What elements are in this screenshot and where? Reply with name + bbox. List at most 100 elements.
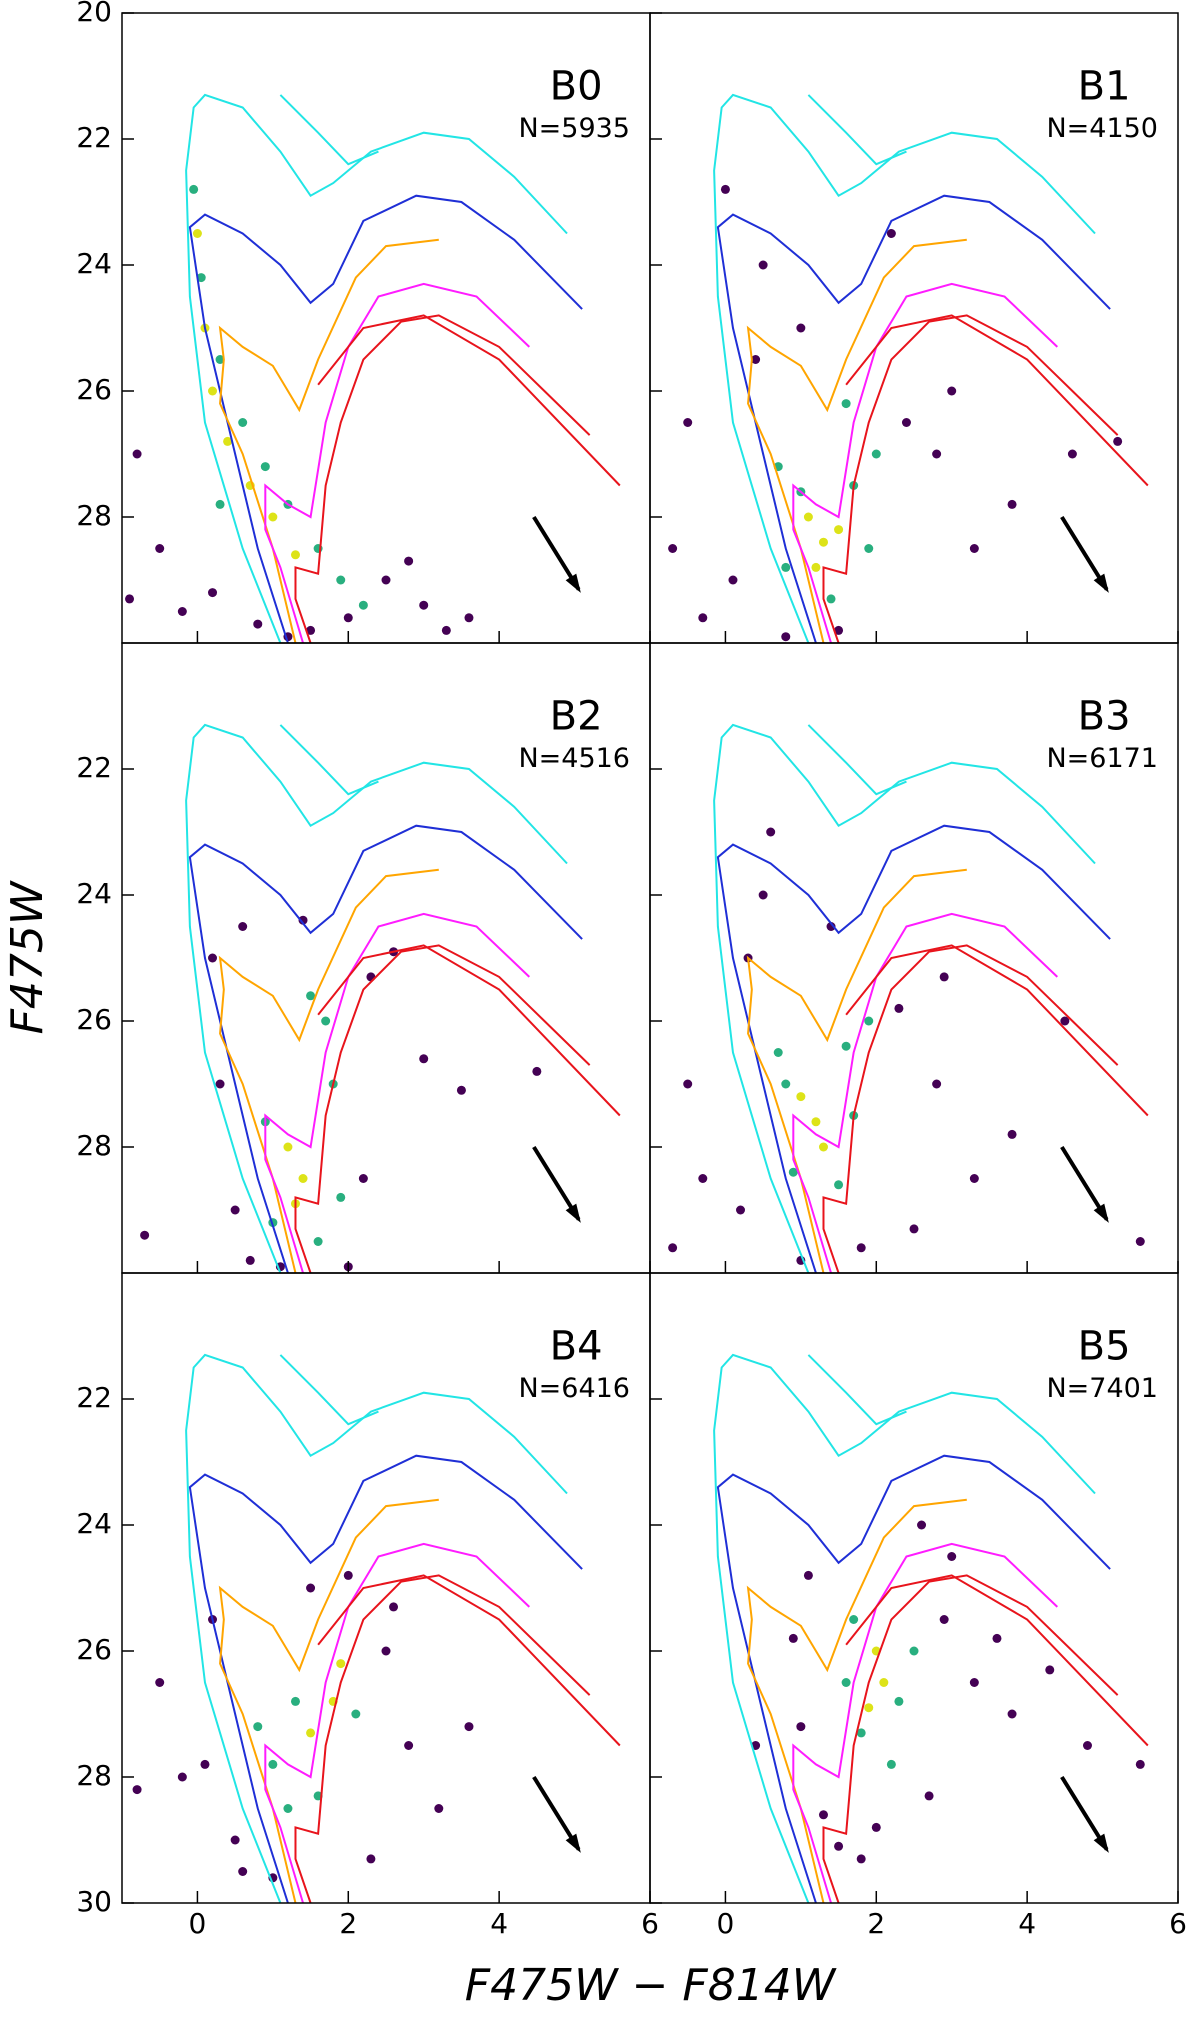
star-point bbox=[818, 1142, 828, 1152]
star-point bbox=[992, 1633, 1002, 1643]
star-point bbox=[834, 625, 844, 635]
star-point bbox=[818, 537, 828, 547]
star-point bbox=[1007, 1709, 1017, 1719]
y-tick-label: 24 bbox=[76, 247, 112, 280]
isochrone bbox=[279, 724, 379, 796]
isochrone bbox=[792, 912, 1059, 1273]
star-point bbox=[215, 499, 225, 509]
star-point bbox=[1135, 1237, 1145, 1246]
star-point bbox=[894, 1003, 904, 1013]
star-point bbox=[841, 1041, 851, 1051]
star-point bbox=[238, 418, 248, 427]
isochrone bbox=[185, 93, 568, 643]
arrow-head bbox=[565, 573, 581, 593]
star-point bbox=[668, 544, 678, 553]
star-point bbox=[1082, 1741, 1092, 1750]
star-point bbox=[290, 550, 300, 560]
isochrone bbox=[279, 94, 379, 166]
isochrone bbox=[317, 944, 621, 1117]
isochrone bbox=[807, 724, 907, 796]
star-point bbox=[781, 1079, 791, 1089]
star-point bbox=[268, 1759, 278, 1769]
star-point bbox=[125, 594, 135, 604]
y-tick-label: 22 bbox=[76, 1381, 112, 1414]
y-tick-label: 26 bbox=[76, 1003, 112, 1036]
star-point bbox=[781, 562, 791, 572]
star-point bbox=[751, 355, 761, 364]
star-point bbox=[871, 1822, 881, 1832]
x-tick-label: 0 bbox=[189, 1907, 207, 1940]
star-point bbox=[811, 1117, 821, 1127]
star-point bbox=[1007, 1129, 1017, 1139]
star-point bbox=[306, 1728, 316, 1738]
star-point bbox=[238, 1867, 248, 1876]
isochrone bbox=[713, 1353, 1096, 1903]
isochrone bbox=[716, 194, 1111, 643]
star-point bbox=[864, 1703, 874, 1713]
isochrone bbox=[792, 282, 1059, 643]
star-point bbox=[298, 1174, 308, 1183]
isochrone bbox=[746, 238, 967, 643]
isochrone bbox=[188, 194, 583, 643]
star-point bbox=[253, 619, 263, 629]
y-tick-label: 26 bbox=[76, 1633, 112, 1666]
star-point bbox=[132, 1785, 142, 1795]
isochrone bbox=[218, 1498, 439, 1903]
x-tick-label: 4 bbox=[490, 1907, 508, 1940]
panel-title: B4 bbox=[550, 1324, 603, 1370]
panel-annotation: N=4150 bbox=[1046, 113, 1158, 144]
star-point bbox=[208, 588, 218, 598]
y-tick-label: 22 bbox=[76, 121, 112, 154]
star-point bbox=[849, 1615, 859, 1624]
star-point bbox=[803, 512, 813, 522]
star-point bbox=[223, 436, 233, 446]
isochrone bbox=[264, 1542, 531, 1903]
panel-title: B3 bbox=[1078, 694, 1131, 740]
panel bbox=[132, 1353, 621, 1903]
star-point bbox=[215, 355, 225, 364]
star-point bbox=[796, 1092, 806, 1102]
star-point bbox=[336, 575, 346, 585]
star-point bbox=[1135, 1759, 1145, 1769]
y-tick-label: 22 bbox=[76, 751, 112, 784]
star-point bbox=[290, 1696, 300, 1706]
star-point bbox=[245, 1255, 255, 1265]
star-point bbox=[947, 1552, 957, 1561]
star-point bbox=[818, 1810, 828, 1820]
x-tick-label: 2 bbox=[867, 1907, 885, 1940]
arrow-head bbox=[1093, 1833, 1109, 1853]
star-point bbox=[155, 544, 165, 553]
star-point bbox=[434, 1804, 444, 1813]
panel-title: B2 bbox=[550, 694, 603, 740]
star-point bbox=[192, 229, 202, 238]
isochrone bbox=[294, 314, 591, 643]
star-point bbox=[841, 1678, 851, 1687]
star-point bbox=[260, 462, 270, 472]
star-point bbox=[879, 1678, 889, 1687]
star-point bbox=[698, 1174, 708, 1183]
star-point bbox=[306, 991, 316, 1001]
star-point bbox=[1007, 499, 1017, 509]
star-point bbox=[720, 184, 730, 194]
y-tick-label: 24 bbox=[76, 1507, 112, 1540]
x-tick-label: 0 bbox=[717, 1907, 735, 1940]
star-point bbox=[834, 1180, 844, 1190]
star-point bbox=[238, 922, 248, 931]
star-point bbox=[856, 1854, 866, 1864]
isochrone bbox=[845, 314, 1149, 487]
star-point bbox=[864, 544, 874, 553]
star-point bbox=[1060, 1016, 1070, 1026]
star-point bbox=[306, 1583, 316, 1593]
panel bbox=[668, 93, 1149, 643]
star-point bbox=[909, 1646, 919, 1656]
star-point bbox=[834, 525, 844, 535]
panel bbox=[713, 1353, 1149, 1903]
star-point bbox=[336, 1659, 346, 1669]
star-point bbox=[826, 922, 836, 931]
star-point bbox=[939, 1615, 949, 1624]
star-point bbox=[856, 1728, 866, 1738]
star-point bbox=[381, 575, 391, 585]
star-point bbox=[441, 625, 451, 635]
isochrone bbox=[713, 723, 1096, 1273]
star-point bbox=[698, 613, 708, 623]
